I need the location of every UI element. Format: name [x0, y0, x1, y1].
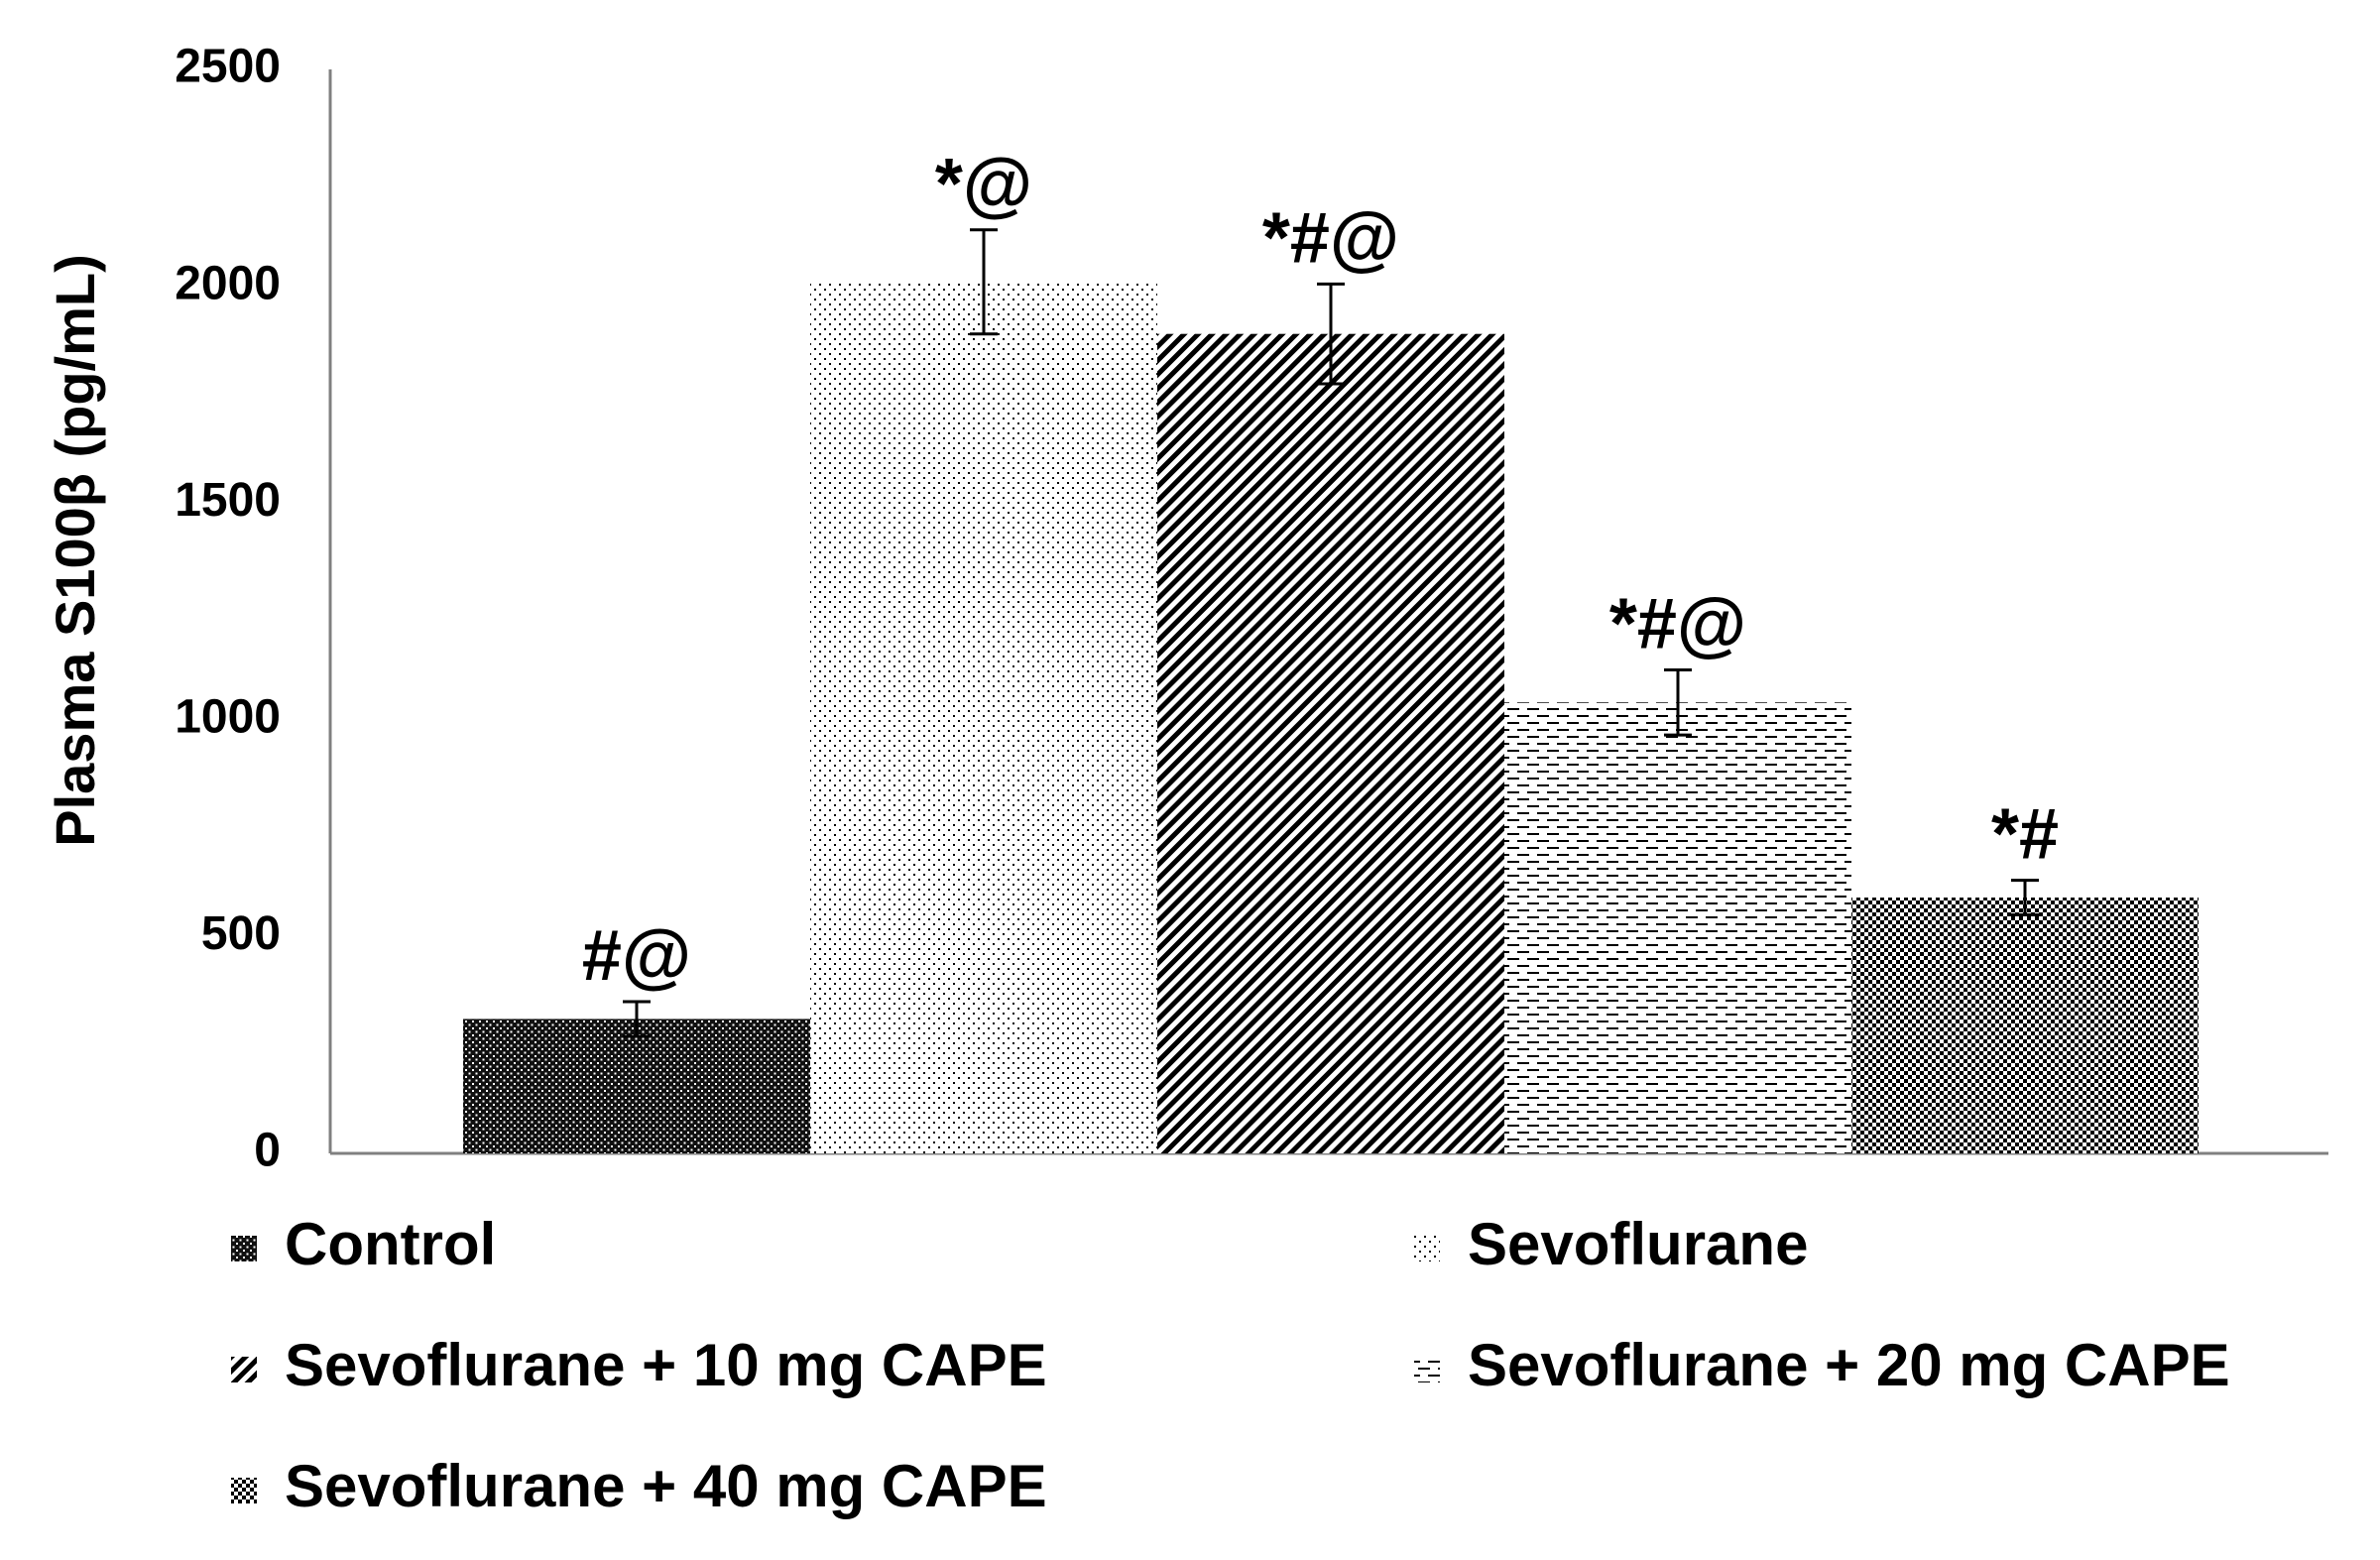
- y-tick-label: 2000: [175, 257, 281, 309]
- bar: [1504, 702, 1851, 1153]
- y-tick-labels: 0 500 1000 1500 2000 2500: [175, 41, 281, 1177]
- legend-label: Sevoflurane + 20 mg CAPE: [1468, 1332, 2230, 1398]
- y-tick-label: 1500: [175, 474, 281, 527]
- bars: [463, 282, 2199, 1153]
- legend-swatch: [1414, 1236, 1440, 1261]
- legend-label: Sevoflurane + 40 mg CAPE: [285, 1453, 1047, 1519]
- legend-swatch: [231, 1357, 257, 1382]
- significance-label: #@: [582, 916, 691, 996]
- y-tick-label: 500: [201, 907, 281, 960]
- bar: [810, 282, 1157, 1153]
- legend-swatch: [231, 1236, 257, 1261]
- bar: [1157, 333, 1504, 1153]
- error-bars: [623, 228, 2039, 1038]
- bar: [463, 1019, 810, 1153]
- significance-label: *#@: [1609, 585, 1746, 664]
- y-tick-label: 0: [254, 1125, 281, 1177]
- legend-label: Control: [285, 1211, 496, 1277]
- legend-swatch: [1414, 1357, 1440, 1382]
- legend-label: Sevoflurane: [1468, 1211, 1808, 1277]
- bar: [1851, 898, 2199, 1153]
- y-tick-label: 2500: [175, 41, 281, 93]
- legend: Control Sevoflurane Sevoflurane + 10 mg CA…: [231, 1211, 2230, 1519]
- y-tick-label: 1000: [175, 690, 281, 743]
- significance-labels: #@ *@ *#@ *#@ *#: [582, 145, 2059, 996]
- significance-label: *#: [1991, 795, 2059, 875]
- significance-label: *@: [935, 145, 1032, 224]
- significance-label: *#@: [1262, 198, 1399, 278]
- legend-swatch: [231, 1478, 257, 1503]
- legend-label: Sevoflurane + 10 mg CAPE: [285, 1332, 1047, 1398]
- y-axis-title: Plasma S100β (pg/mL): [44, 254, 106, 847]
